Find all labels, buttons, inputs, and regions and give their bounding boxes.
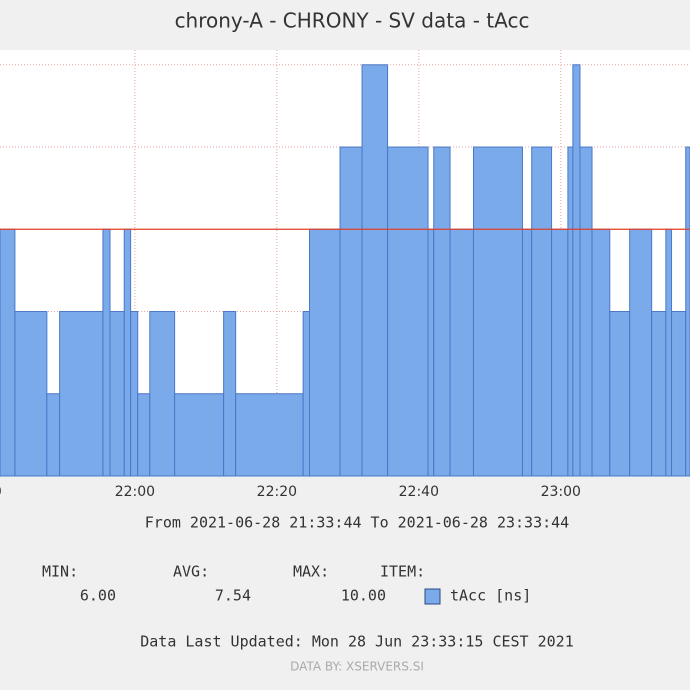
step-segment — [629, 228, 653, 477]
step-segment — [433, 146, 451, 477]
time-range: From 2021-06-28 21:33:44 To 2021-06-28 2… — [145, 514, 569, 532]
stat-header: AVG: — [173, 563, 209, 581]
step-segment — [149, 311, 176, 477]
step-segment — [46, 393, 61, 477]
step-segment — [109, 311, 125, 477]
step-segment — [567, 146, 574, 477]
legend-swatch — [424, 588, 441, 605]
step-segment — [14, 311, 48, 477]
step-segment — [223, 311, 237, 477]
step-segment — [59, 311, 104, 477]
step-segment — [579, 146, 593, 477]
step-segment — [449, 228, 474, 477]
step-segment — [361, 64, 389, 477]
step-segment — [174, 393, 225, 477]
step-segment — [591, 228, 611, 477]
step-segment — [685, 146, 690, 477]
step-segment — [665, 228, 673, 477]
x-tick-label: 22:20 — [257, 484, 297, 500]
step-segment — [0, 228, 16, 477]
chart-title: chrony-A - CHRONY - SV data - tAcc — [175, 9, 530, 33]
x-tick-label: 22:00 — [115, 484, 155, 500]
step-segment — [427, 228, 435, 477]
x-tick-label: 23:00 — [541, 484, 581, 500]
step-segment — [235, 393, 304, 477]
step-segment — [609, 311, 631, 477]
last-updated: Data Last Updated: Mon 28 Jun 23:33:15 C… — [140, 633, 573, 651]
step-segment — [521, 228, 533, 477]
series — [0, 64, 690, 477]
step-segment — [309, 228, 341, 477]
step-segment — [551, 228, 569, 477]
stat-header: ITEM: — [380, 563, 425, 581]
step-segment — [651, 311, 667, 477]
stat-header: MIN: — [42, 563, 78, 581]
step-segment — [130, 311, 139, 477]
stat-value: 6.00 — [80, 587, 116, 605]
legend-label: tAcc [ns] — [450, 587, 531, 605]
step-segment — [387, 146, 429, 477]
step-segment — [572, 64, 581, 477]
step-segment — [102, 228, 111, 477]
credit: DATA BY: XSERVERS.SI — [290, 660, 424, 674]
step-segment — [339, 146, 363, 477]
x-tick-label: 22:40 — [399, 484, 439, 500]
step-segment — [472, 146, 523, 477]
x-tick-label: 40 — [0, 484, 2, 500]
step-segment — [137, 393, 151, 477]
stat-header: MAX: — [293, 563, 329, 581]
step-segment — [671, 311, 687, 477]
stat-value: 7.54 — [215, 587, 251, 605]
step-segment — [531, 146, 553, 477]
stat-value: 10.00 — [341, 587, 386, 605]
step-segment — [302, 311, 311, 477]
step-segment — [123, 228, 132, 477]
